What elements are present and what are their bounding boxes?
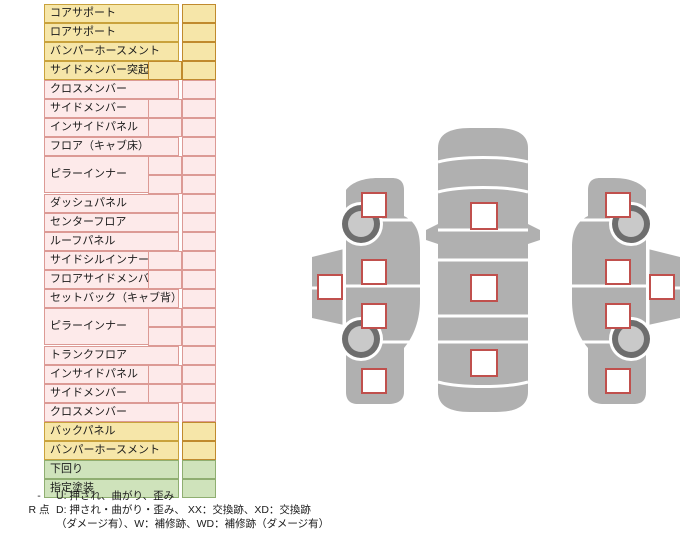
grid-cell[interactable] [182, 156, 216, 175]
grid-cell[interactable] [148, 365, 182, 384]
part-label: サイドメンバー突起部 [44, 61, 179, 80]
grid-cell[interactable] [148, 308, 182, 327]
marker-square[interactable] [470, 274, 498, 302]
grid-cell[interactable] [182, 365, 216, 384]
grid-cell[interactable] [182, 308, 216, 327]
legend-row: R 点 D: 押され・曲がり・歪み、 XX：交換跡、XD：交換跡 [22, 504, 442, 517]
part-label: インサイドパネル [44, 118, 179, 137]
grid-cell[interactable] [182, 479, 216, 498]
legend-continuation: （ダメージ有）、W：補修跡、WD：補修跡（ダメージ有） [56, 518, 330, 530]
grid-cell[interactable] [148, 61, 182, 80]
part-label: バンパーホースメント [44, 42, 179, 61]
legend: - U: 押され、曲がり、歪み R 点 D: 押され・曲がり・歪み、 XX：交換… [22, 490, 442, 531]
right-side-view [572, 178, 680, 404]
top-seam-1 [437, 156, 529, 164]
grid-cell[interactable] [182, 422, 216, 441]
legend-value: D: 押され・曲がり・歪み、 XX：交換跡、XD：交換跡 [56, 504, 311, 516]
legend-row: - U: 押され、曲がり、歪み [22, 490, 442, 503]
grid-cell[interactable] [148, 156, 182, 175]
grid-cell[interactable] [182, 137, 216, 156]
marker-square[interactable] [470, 202, 498, 230]
part-label: ピラーインナー [44, 308, 151, 345]
grid-cell[interactable] [182, 118, 216, 137]
part-label: センターフロア [44, 213, 179, 232]
part-label: ルーフパネル [44, 232, 179, 251]
part-label: バックパネル [44, 422, 179, 441]
part-label: バンパーホースメント [44, 441, 179, 460]
marker-square[interactable] [361, 192, 387, 218]
marker-square[interactable] [605, 368, 631, 394]
marker-square[interactable] [317, 274, 343, 300]
grid-cell[interactable] [182, 327, 216, 346]
marker-square[interactable] [361, 368, 387, 394]
left-side-view [312, 178, 420, 404]
part-label: サイドメンバー [44, 99, 179, 118]
grid-cell[interactable] [148, 175, 182, 194]
part-label: ロアサポート [44, 23, 179, 42]
marker-square[interactable] [605, 303, 631, 329]
part-label: 下回り [44, 460, 179, 479]
grid-cell[interactable] [148, 99, 182, 118]
grid-cell[interactable] [182, 99, 216, 118]
grid-cell[interactable] [182, 80, 216, 99]
part-label: サイドメンバー [44, 384, 179, 403]
grid-cell[interactable] [182, 213, 216, 232]
marker-square[interactable] [470, 349, 498, 377]
parts-inspection-table: コアサポート ロアサポート バンパーホースメント サイドメンバー突起部 クロスメンバーサ… [0, 0, 300, 498]
grid-cell[interactable] [182, 289, 216, 308]
part-label: フロアサイドメンバー [44, 270, 179, 289]
grid-cell[interactable] [182, 441, 216, 460]
grid-cell[interactable] [182, 61, 216, 80]
part-label: セットバック（キャブ背） [44, 289, 179, 308]
legend-key: R 点 [28, 504, 50, 516]
grid-cell[interactable] [182, 175, 216, 194]
grid-cell[interactable] [182, 403, 216, 422]
marker-square[interactable] [605, 259, 631, 285]
vehicle-diagram: .body{fill:#b0b0b0;} .seam{stroke:#fffff… [300, 120, 692, 420]
top-seam-2 [437, 186, 529, 194]
grid-cell[interactable] [182, 384, 216, 403]
top-right-mirror [528, 224, 540, 244]
grid-cell[interactable] [148, 251, 182, 270]
part-label: クロスメンバー [44, 403, 179, 422]
marker-square[interactable] [605, 192, 631, 218]
part-label: クロスメンバー [44, 80, 179, 99]
top-left-mirror [426, 224, 438, 244]
top-view [426, 128, 540, 412]
marker-square[interactable] [361, 303, 387, 329]
marker-square[interactable] [361, 259, 387, 285]
part-label: コアサポート [44, 4, 179, 23]
legend-value: U: 押され、曲がり、歪み [56, 490, 175, 502]
part-label: フロア（キャブ床） [44, 137, 179, 156]
grid-cell[interactable] [182, 251, 216, 270]
grid-cell[interactable] [182, 270, 216, 289]
grid-cell[interactable] [182, 194, 216, 213]
part-label: トランクフロア [44, 346, 179, 365]
part-label: ダッシュパネル [44, 194, 179, 213]
grid-cell[interactable] [182, 4, 216, 23]
part-label: 指定塗装 [44, 479, 179, 498]
grid-cell[interactable] [148, 118, 182, 137]
grid-cell[interactable] [182, 23, 216, 42]
grid-cell[interactable] [148, 384, 182, 403]
legend-key: - [37, 490, 41, 502]
top-seam-7 [437, 380, 529, 388]
grid-cell[interactable] [182, 42, 216, 61]
marker-square[interactable] [649, 274, 675, 300]
grid-cell[interactable] [182, 232, 216, 251]
grid-cell[interactable] [148, 327, 182, 346]
part-label: ピラーインナー [44, 156, 151, 193]
grid-cell[interactable] [182, 460, 216, 479]
grid-cell[interactable] [182, 346, 216, 365]
grid-cell[interactable] [148, 270, 182, 289]
